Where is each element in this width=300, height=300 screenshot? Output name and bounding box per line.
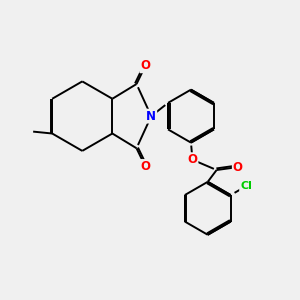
Text: O: O [233,160,243,174]
Text: Cl: Cl [240,181,252,191]
Text: O: O [140,59,150,72]
Text: N: N [146,110,156,123]
Text: O: O [140,160,150,173]
Text: O: O [188,153,197,166]
